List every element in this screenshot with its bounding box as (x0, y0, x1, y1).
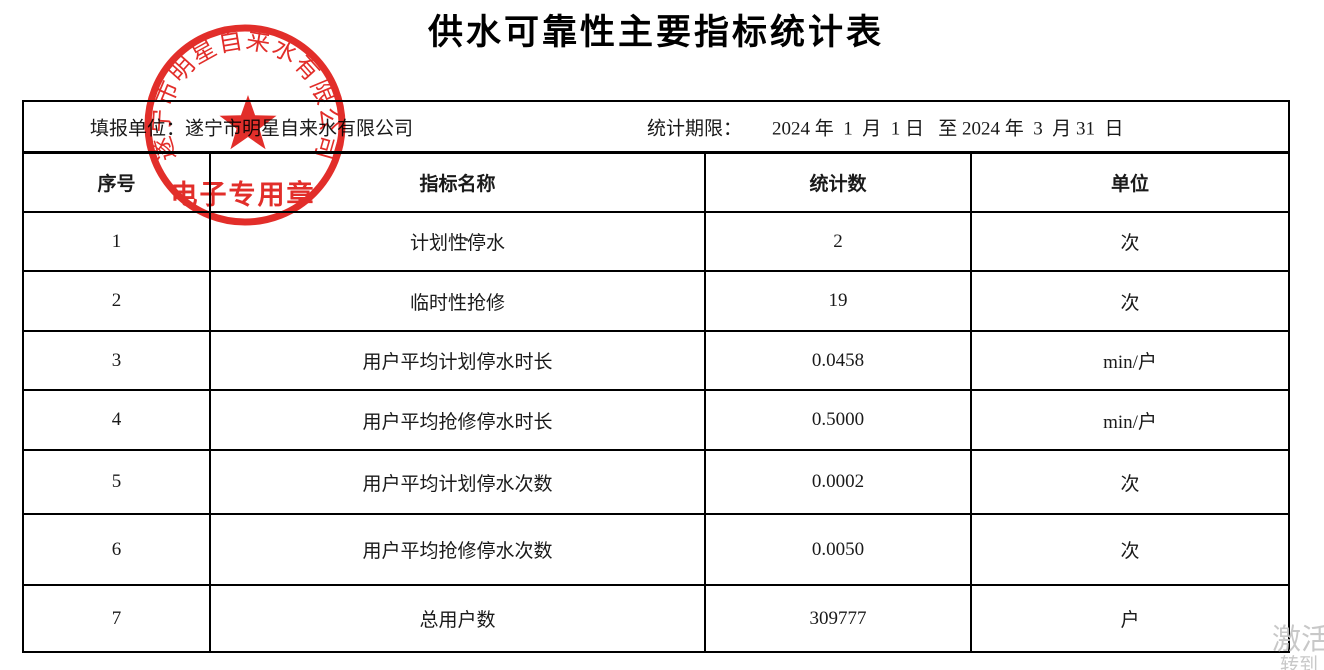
seal-bottom-text: 电子专用章 (171, 179, 316, 210)
cell-seq: 4 (24, 391, 211, 451)
statistics-period: 统计期限： 2024 年 1 月 1 日 至 2024 年 3 月 31 日 (647, 113, 1124, 140)
cell-unit: min/户 (972, 332, 1288, 391)
stats-table: 填报单位：遂宁市明星自来水有限公司 统计期限： 2024 年 1 月 1 日 至 … (22, 100, 1290, 653)
cell-value: 2 (706, 213, 972, 272)
activation-watermark-line2: 转到 (1280, 655, 1319, 670)
cell-name: 临时性抢修 (211, 272, 706, 332)
cell-seq: 2 (24, 272, 211, 332)
header-cell-seq: 序号 (24, 154, 211, 213)
page-title: 供水可靠性主要指标统计表 (427, 13, 884, 52)
reporting-unit-label: 填报单位： (90, 118, 186, 139)
cell-value: 19 (706, 272, 972, 332)
cell-unit: 次 (972, 272, 1288, 332)
seal-ring (144, 24, 346, 226)
cell-unit: 次 (972, 451, 1288, 515)
cell-seq: 7 (24, 586, 211, 651)
ink-speck (464, 238, 468, 241)
meta-row: 填报单位：遂宁市明星自来水有限公司 统计期限： 2024 年 1 月 1 日 至 … (24, 102, 1288, 154)
cell-name: 用户平均计划停水次数 (211, 451, 706, 515)
svg-text:遂宁市明星自来水有限公司: 遂宁市明星自来水有限公司 (147, 27, 341, 164)
cell-unit: 次 (972, 515, 1288, 586)
cell-value: 309777 (706, 586, 972, 651)
cell-seq: 6 (24, 515, 211, 586)
header-cell-count: 统计数 (706, 154, 972, 213)
cell-value: 0.0458 (706, 332, 972, 391)
cell-value: 0.0002 (706, 451, 972, 515)
cell-unit: 户 (1120, 610, 1140, 631)
cell-seq: 1 (24, 213, 211, 272)
seal-ring-text: 遂宁市明星自来水有限公司 (147, 27, 340, 164)
cell-name: 总用户数 (211, 586, 706, 651)
cell-name: 用户平均抢修停水次数 (211, 515, 706, 586)
company-seal: 遂宁市明星自来水有限公司 电子专用章 (144, 24, 346, 226)
statistics-period-value: 2024 年 1 月 1 日 至 2024 年 3 月 31 日 (772, 118, 1124, 139)
cell-value: 0.5000 (706, 391, 972, 451)
cell-unit: 次 (972, 213, 1288, 272)
header-cell-unit: 单位 (972, 154, 1288, 213)
header-cell-indicator: 指标名称 (211, 154, 706, 213)
seal-star-icon (219, 95, 277, 150)
statistics-period-label: 统计期限： (647, 118, 743, 139)
cell-name: 计划性停水 (211, 213, 706, 272)
cell-seq: 5 (24, 451, 211, 515)
cell-value: 0.0050 (706, 515, 972, 586)
cell-unit: min/户 (972, 391, 1288, 451)
cell-name: 用户平均计划停水时长 (211, 332, 706, 391)
activation-watermark-line1: 激活 (1272, 624, 1324, 656)
cell-seq: 3 (24, 332, 211, 391)
cell-name: 用户平均抢修停水时长 (211, 391, 706, 451)
